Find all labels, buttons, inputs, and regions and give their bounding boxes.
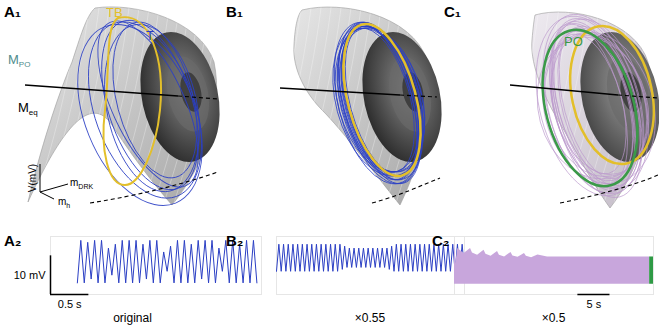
svg-text:V(mV): V(mV)	[27, 164, 38, 192]
svg-text:5 s: 5 s	[587, 298, 602, 310]
svg-text:C₁: C₁	[444, 3, 461, 20]
svg-text:T: T	[146, 28, 154, 43]
html-text:original: original	[113, 311, 152, 325]
svg-text:C₂: C₂	[432, 232, 450, 249]
svg-text:mDRK: mDRK	[70, 177, 93, 190]
svg-text:A₂: A₂	[4, 232, 22, 249]
svg-text:10 mV: 10 mV	[14, 269, 46, 281]
svg-text:TB: TB	[106, 5, 123, 20]
svg-text:PO: PO	[564, 34, 583, 49]
svg-text:B₂: B₂	[226, 232, 244, 249]
svg-text:0.5 s: 0.5 s	[58, 298, 82, 310]
svg-text:Meq: Meq	[18, 100, 38, 117]
svg-text:B₁: B₁	[226, 3, 243, 20]
svg-text:MPO: MPO	[8, 52, 30, 69]
html-text:×0.5: ×0.5	[541, 311, 566, 325]
svg-text:mh: mh	[58, 196, 70, 209]
html-text:×0.55: ×0.55	[354, 311, 386, 325]
svg-text:A₁: A₁	[4, 3, 21, 20]
